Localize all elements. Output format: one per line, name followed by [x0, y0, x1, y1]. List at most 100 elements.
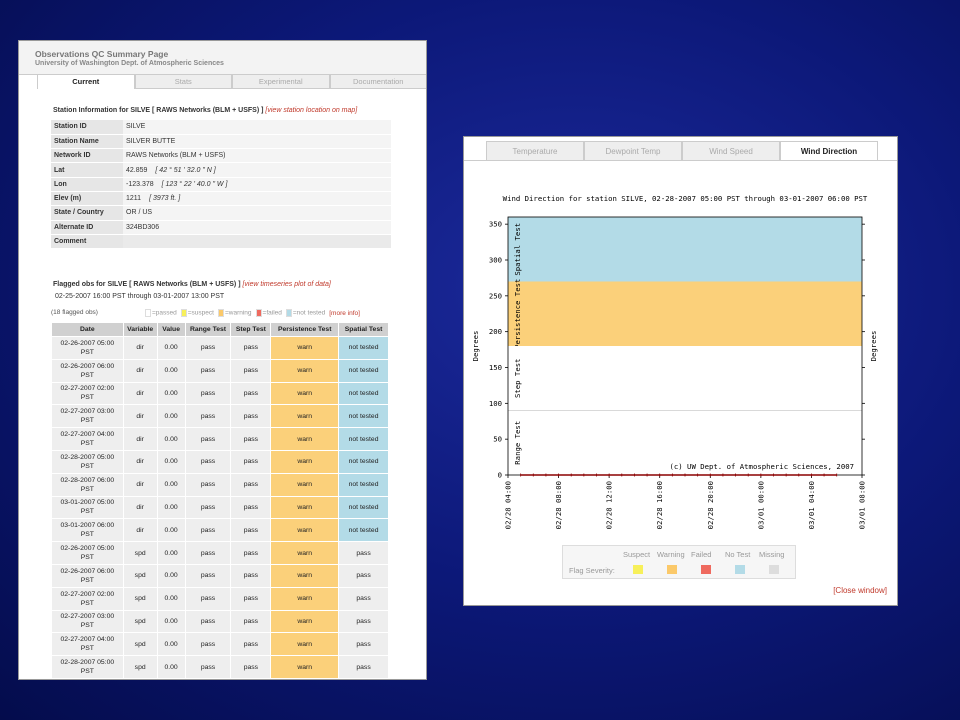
severity-swatch [769, 565, 779, 574]
table-cell: pass [184, 518, 232, 543]
table-cell: 02-28-2007 06:00 PST [51, 472, 124, 497]
table-cell: 0.00 [156, 381, 186, 406]
severity-label: Warning [657, 550, 685, 559]
table-cell: spd [122, 655, 158, 679]
legend-item: =not tested [285, 309, 325, 317]
x-tick-label: 02/28 16:00 [655, 481, 664, 529]
table-row: 02-27-2007 02:00 PST dir 0.00 pass pass warn no… [51, 381, 389, 406]
y-tick-label: 300 [489, 256, 502, 265]
table-cell: warn [270, 449, 340, 474]
plot-window: Temperature Dewpoint Temp Wind Speed Win… [463, 136, 898, 606]
x-tick-label: 03/01 00:00 [756, 481, 765, 529]
table-cell: spd [122, 563, 158, 588]
x-tick-label: 02/28 20:00 [706, 481, 715, 529]
legend-item: =suspect [180, 309, 214, 317]
table-cell: dir [122, 427, 158, 451]
column-header[interactable]: Date [51, 322, 124, 337]
column-header[interactable]: Spatial Test [338, 322, 389, 337]
table-cell: 02-27-2007 02:00 PST [51, 381, 124, 406]
timeseries-link[interactable]: [view timeseries plot of data] [242, 281, 331, 288]
table-cell: 0.00 [156, 541, 186, 565]
table-cell: warn [270, 358, 340, 383]
table-cell: 0.00 [156, 495, 186, 520]
table-cell: pass [230, 655, 272, 679]
column-header[interactable]: Range Test [184, 322, 232, 337]
tab-stats[interactable]: Stats [134, 75, 232, 89]
tab-bar: Current Stats Experimental Documentation [37, 75, 426, 89]
more-info-link[interactable]: [more info] [329, 309, 360, 317]
severity-label: Suspect [623, 550, 651, 559]
close-window-link[interactable]: [Close window] [833, 586, 887, 595]
info-key: Network ID [51, 148, 123, 164]
tab-wind-direction[interactable]: Wind Direction [780, 141, 878, 161]
severity-swatch [701, 565, 711, 574]
table-cell: 0.00 [156, 586, 186, 611]
table-cell: 0.00 [156, 336, 186, 360]
band-label: Range Test [513, 421, 522, 465]
info-row: Alternate ID 324BD306 [51, 220, 391, 235]
info-extra: [ 42 ° 51 ' 32.0 " N ] [155, 166, 216, 174]
x-tick-label: 03/01 04:00 [807, 481, 816, 529]
table-cell: 02-28-2007 05:00 PST [51, 449, 124, 474]
table-cell: 0.00 [156, 518, 186, 543]
tab-experimental[interactable]: Experimental [232, 75, 330, 89]
table-cell: 03-01-2007 05:00 PST [51, 495, 124, 520]
tab-temperature[interactable]: Temperature [486, 141, 584, 161]
table-cell: 0.00 [156, 358, 186, 383]
table-cell: 0.00 [156, 655, 186, 679]
info-row: Station ID SILVE [51, 120, 391, 135]
table-cell: pass [230, 518, 272, 543]
table-cell: pass [230, 404, 272, 429]
column-header[interactable]: Variable [122, 322, 158, 337]
table-cell: spd [122, 541, 158, 565]
tab-wind-speed[interactable]: Wind Speed [682, 141, 780, 161]
info-key: Elev (m) [51, 191, 123, 207]
band-range-test [508, 410, 862, 475]
flagged-obs-table: Date Variable Value Range Test Step Test Pers… [51, 322, 389, 679]
tab-documentation[interactable]: Documentation [329, 75, 426, 89]
table-cell: pass [338, 541, 389, 565]
table-cell: 02-27-2007 04:00 PST [51, 427, 124, 451]
tab-dewpoint-temp[interactable]: Dewpoint Temp [584, 141, 682, 161]
variable-tab-bar: Temperature Dewpoint Temp Wind Speed Win… [486, 141, 878, 161]
table-cell: warn [270, 655, 340, 679]
station-map-link[interactable]: [view station location on map] [265, 107, 358, 114]
table-cell: pass [230, 449, 272, 474]
table-cell: not tested [338, 495, 389, 520]
table-cell: 0.00 [156, 632, 186, 657]
info-row: Lon -123.378[ 123 ° 22 ' 40.0 " W ] [51, 177, 391, 192]
column-header[interactable]: Persistence Test [270, 322, 340, 337]
info-value: SILVER BUTTE [123, 134, 391, 150]
table-cell: pass [230, 427, 272, 451]
table-cell: warn [270, 632, 340, 657]
table-cell: spd [122, 609, 158, 634]
table-cell: dir [122, 495, 158, 520]
column-header[interactable]: Step Test [230, 322, 272, 337]
flagged-obs-title: Flagged obs for SILVE [ RAWS Networks (B… [53, 281, 331, 288]
table-cell: pass [184, 541, 232, 565]
severity-swatch [667, 565, 677, 574]
table-cell: pass [230, 541, 272, 565]
table-cell: not tested [338, 336, 389, 360]
table-row: 02-28-2007 05:00 PST spd 0.00 pass pass warn pa… [51, 655, 389, 679]
table-cell: pass [184, 632, 232, 657]
table-cell: pass [184, 358, 232, 383]
info-row: Comment [51, 234, 391, 250]
info-value: RAWS Networks (BLM + USFS) [123, 148, 391, 164]
station-info-title: Station Information for SILVE [ RAWS Net… [53, 107, 357, 114]
table-cell: warn [270, 404, 340, 429]
table-row: 02-26-2007 06:00 PST dir 0.00 pass pass warn no… [51, 358, 389, 383]
info-value [123, 234, 391, 250]
tab-current[interactable]: Current [37, 75, 135, 89]
table-cell: pass [184, 563, 232, 588]
column-header[interactable]: Value [156, 322, 186, 337]
info-row: State / Country OR / US [51, 205, 391, 221]
table-row: 02-28-2007 06:00 PST dir 0.00 pass pass warn no… [51, 472, 389, 497]
info-key: Station ID [51, 120, 123, 135]
table-cell: spd [122, 586, 158, 611]
info-row: Elev (m) 1211[ 3973 ft. ] [51, 191, 391, 207]
y-tick-label: 250 [489, 291, 502, 300]
table-cell: not tested [338, 449, 389, 474]
table-cell: not tested [338, 358, 389, 383]
table-cell: warn [270, 518, 340, 543]
